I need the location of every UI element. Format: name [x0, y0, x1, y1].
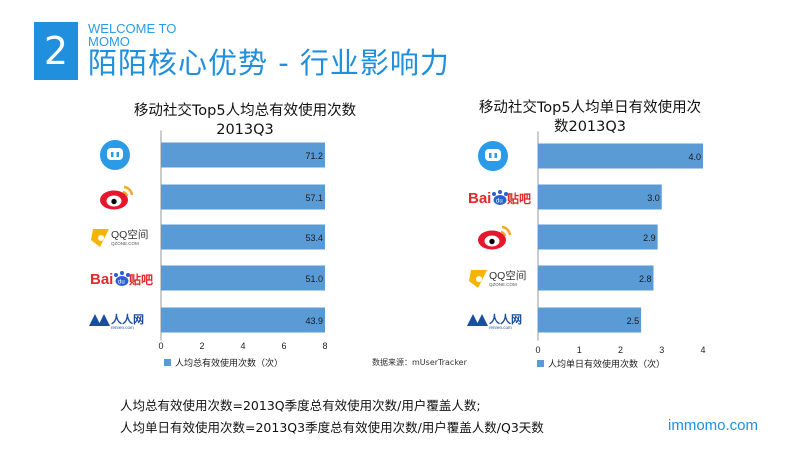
- bar: [161, 184, 325, 210]
- category-logo: Bai du 贴吧: [468, 190, 531, 207]
- category-logo: [100, 185, 134, 210]
- baidu-logo-tieba: 贴吧: [129, 272, 153, 287]
- bar-value-label: 2.8: [639, 274, 652, 284]
- bar: [538, 143, 703, 169]
- bar-value-label: 2.9: [643, 233, 656, 243]
- chart-2-title-line-1: 移动社交Top5人均单日有效使用次: [478, 100, 702, 116]
- renren-logo-subtext: renren.com: [489, 325, 512, 330]
- chart-1-title-line-2: 2013Q3: [216, 122, 274, 138]
- chart-1-title: 移动社交Top5人均总有效使用次数 2013Q3: [95, 102, 395, 140]
- x-tick-label: 6: [281, 341, 286, 351]
- bar-value-label: 57.1: [305, 193, 323, 203]
- renren-logo-text: 人人网: [111, 312, 144, 326]
- bar-value-label: 4.0: [688, 152, 701, 162]
- legend-label: 人均单日有效使用次数（次）: [548, 358, 665, 370]
- qq-logo-text: QQ空间: [111, 228, 148, 241]
- x-tick-label: 0: [158, 341, 163, 351]
- x-tick-label: 4: [700, 345, 705, 355]
- bar: [161, 265, 325, 291]
- chart-2-title-line-2: 数2013Q3: [553, 119, 627, 135]
- section-number-badge: 2: [34, 22, 78, 80]
- chart-2-title: 移动社交Top5人均单日有效使用次 数2013Q3: [440, 99, 740, 137]
- bar: [538, 307, 642, 333]
- bar: [161, 224, 325, 250]
- qq-logo-subtext: QZONE.COM: [111, 241, 139, 246]
- renren-logo-subtext: renren.com: [111, 325, 134, 330]
- bar-value-label: 51.0: [305, 274, 323, 284]
- category-logo: Bai du 贴吧: [90, 271, 153, 288]
- section-number: 2: [43, 29, 69, 73]
- baidu-logo-du: du: [496, 199, 503, 205]
- legend-swatch: [164, 359, 171, 366]
- legend-label: 人均总有效使用次数（次）: [175, 357, 283, 369]
- slide-title: 陌陌核心优势 - 行业影响力: [88, 46, 450, 80]
- bar-value-label: 43.9: [305, 316, 323, 326]
- data-source: 数据来源：mUserTracker: [372, 358, 467, 367]
- legend-swatch: [537, 360, 544, 367]
- x-tick-label: 8: [322, 341, 327, 351]
- category-logo: [478, 141, 508, 171]
- category-logo: [478, 225, 512, 250]
- bar-value-label: 3.0: [647, 193, 660, 203]
- bar: [538, 265, 654, 291]
- x-tick-label: 4: [240, 341, 245, 351]
- x-tick-label: 1: [577, 345, 582, 355]
- welcome-line-1: WELCOME TO: [88, 21, 177, 36]
- qq-logo-text: QQ空间: [489, 269, 526, 282]
- bar: [538, 224, 658, 250]
- bar: [538, 184, 662, 210]
- baidu-logo-tieba: 贴吧: [507, 191, 531, 206]
- welcome-caption: WELCOME TO MOMO: [88, 22, 198, 48]
- bar: [161, 142, 325, 168]
- welcome-line-2: MOMO: [88, 34, 130, 49]
- bar-value-label: 71.2: [305, 151, 323, 161]
- x-tick-label: 2: [618, 345, 623, 355]
- category-logo: [100, 140, 130, 170]
- baidu-logo-text: Bai: [90, 271, 113, 288]
- x-tick-label: 0: [535, 345, 540, 355]
- bar-value-label: 53.4: [305, 233, 323, 243]
- x-tick-label: 2: [199, 341, 204, 351]
- x-tick-label: 3: [659, 345, 664, 355]
- baidu-logo-du: du: [118, 280, 125, 286]
- note-line-2: 人均单日有效使用次数=2013Q3季度总有效使用次数/用户覆盖人数/Q3天数: [120, 420, 544, 435]
- qq-logo-subtext: QZONE.COM: [489, 282, 517, 287]
- bar-value-label: 2.5: [627, 316, 640, 326]
- baidu-logo-text: Bai: [468, 190, 491, 207]
- note-line-1: 人均总有效使用次数=2013Q季度总有效使用次数/用户覆盖人数;: [120, 398, 481, 413]
- renren-logo-text: 人人网: [489, 312, 522, 326]
- bar: [161, 307, 325, 333]
- chart-1-title-line-1: 移动社交Top5人均总有效使用次数: [133, 103, 357, 119]
- footer-site: immomo.com: [668, 417, 759, 434]
